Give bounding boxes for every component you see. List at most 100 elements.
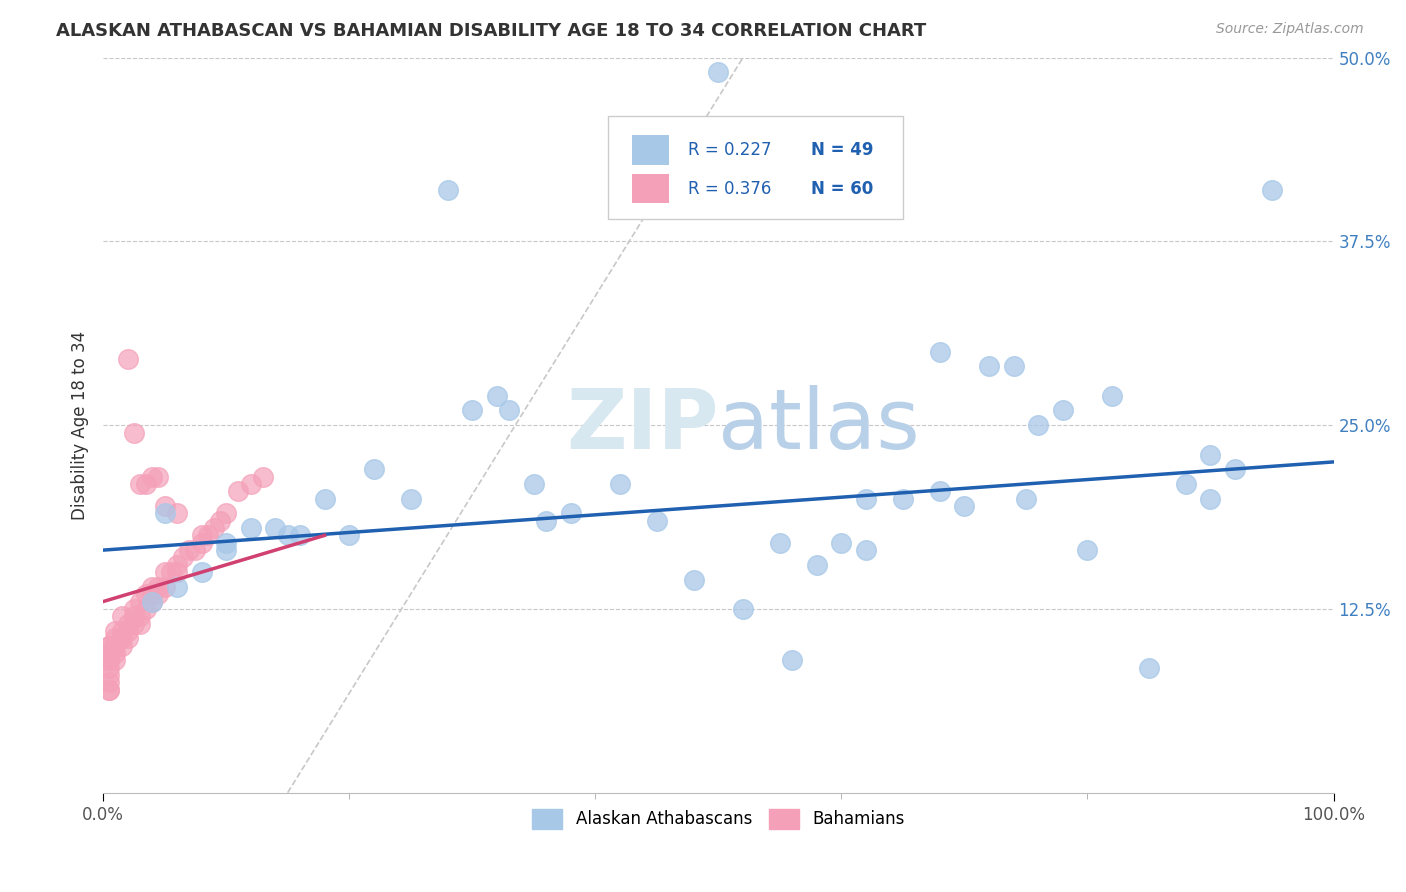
- Point: [98, 646, 121, 660]
- Point: [560, 507, 582, 521]
- Point: [117, 351, 139, 366]
- Point: [110, 639, 132, 653]
- Point: [179, 543, 201, 558]
- Point: [117, 632, 139, 646]
- Point: [682, 573, 704, 587]
- Point: [104, 632, 127, 646]
- Point: [609, 477, 631, 491]
- Point: [141, 587, 163, 601]
- Point: [399, 491, 422, 506]
- Point: [498, 403, 520, 417]
- Point: [122, 616, 145, 631]
- Point: [129, 477, 152, 491]
- Point: [1199, 491, 1222, 506]
- Point: [148, 469, 170, 483]
- Point: [98, 675, 121, 690]
- Point: [337, 528, 360, 542]
- Point: [1002, 359, 1025, 374]
- Point: [1101, 389, 1123, 403]
- FancyBboxPatch shape: [607, 117, 903, 219]
- Point: [953, 499, 976, 513]
- Point: [314, 491, 336, 506]
- Point: [135, 477, 157, 491]
- Point: [122, 425, 145, 440]
- Point: [288, 528, 311, 542]
- FancyBboxPatch shape: [633, 174, 669, 203]
- Point: [1076, 543, 1098, 558]
- Point: [855, 491, 877, 506]
- Point: [104, 624, 127, 638]
- Point: [202, 521, 225, 535]
- Point: [166, 565, 188, 579]
- Point: [523, 477, 546, 491]
- Point: [141, 594, 163, 608]
- Point: [252, 469, 274, 483]
- Text: atlas: atlas: [718, 384, 920, 466]
- Point: [208, 514, 231, 528]
- Text: R = 0.376: R = 0.376: [688, 180, 770, 198]
- Point: [153, 499, 176, 513]
- Point: [830, 535, 852, 549]
- Point: [122, 609, 145, 624]
- Point: [166, 580, 188, 594]
- FancyBboxPatch shape: [633, 136, 669, 165]
- Point: [891, 491, 914, 506]
- Point: [153, 580, 176, 594]
- Point: [148, 580, 170, 594]
- Text: ZIP: ZIP: [565, 384, 718, 466]
- Point: [153, 507, 176, 521]
- Point: [461, 403, 484, 417]
- Point: [780, 653, 803, 667]
- Point: [129, 616, 152, 631]
- Point: [110, 609, 132, 624]
- Point: [215, 543, 238, 558]
- Point: [98, 653, 121, 667]
- Point: [239, 477, 262, 491]
- Point: [1223, 462, 1246, 476]
- Point: [104, 639, 127, 653]
- Text: N = 60: N = 60: [811, 180, 873, 198]
- Point: [264, 521, 287, 535]
- Point: [197, 528, 219, 542]
- Y-axis label: Disability Age 18 to 34: Disability Age 18 to 34: [72, 331, 89, 520]
- Point: [769, 535, 792, 549]
- Point: [215, 507, 238, 521]
- Point: [1015, 491, 1038, 506]
- Point: [141, 580, 163, 594]
- Point: [122, 602, 145, 616]
- Point: [855, 543, 877, 558]
- Point: [1137, 661, 1160, 675]
- Text: Source: ZipAtlas.com: Source: ZipAtlas.com: [1216, 22, 1364, 37]
- Point: [110, 632, 132, 646]
- Point: [141, 594, 163, 608]
- Point: [98, 668, 121, 682]
- Point: [363, 462, 385, 476]
- Point: [645, 514, 668, 528]
- Point: [117, 616, 139, 631]
- Point: [184, 543, 207, 558]
- Point: [129, 609, 152, 624]
- Legend: Alaskan Athabascans, Bahamians: Alaskan Athabascans, Bahamians: [526, 802, 911, 836]
- Point: [928, 344, 950, 359]
- Point: [141, 469, 163, 483]
- Point: [190, 528, 212, 542]
- Point: [135, 587, 157, 601]
- Point: [277, 528, 299, 542]
- Point: [98, 682, 121, 697]
- Point: [172, 550, 194, 565]
- Point: [190, 535, 212, 549]
- Point: [148, 587, 170, 601]
- Point: [1026, 418, 1049, 433]
- Point: [166, 558, 188, 572]
- Point: [153, 565, 176, 579]
- Point: [159, 565, 181, 579]
- Point: [1052, 403, 1074, 417]
- Point: [98, 653, 121, 667]
- Point: [98, 639, 121, 653]
- Point: [534, 514, 557, 528]
- Point: [110, 624, 132, 638]
- Point: [928, 484, 950, 499]
- Point: [228, 484, 250, 499]
- Point: [485, 389, 508, 403]
- Point: [129, 594, 152, 608]
